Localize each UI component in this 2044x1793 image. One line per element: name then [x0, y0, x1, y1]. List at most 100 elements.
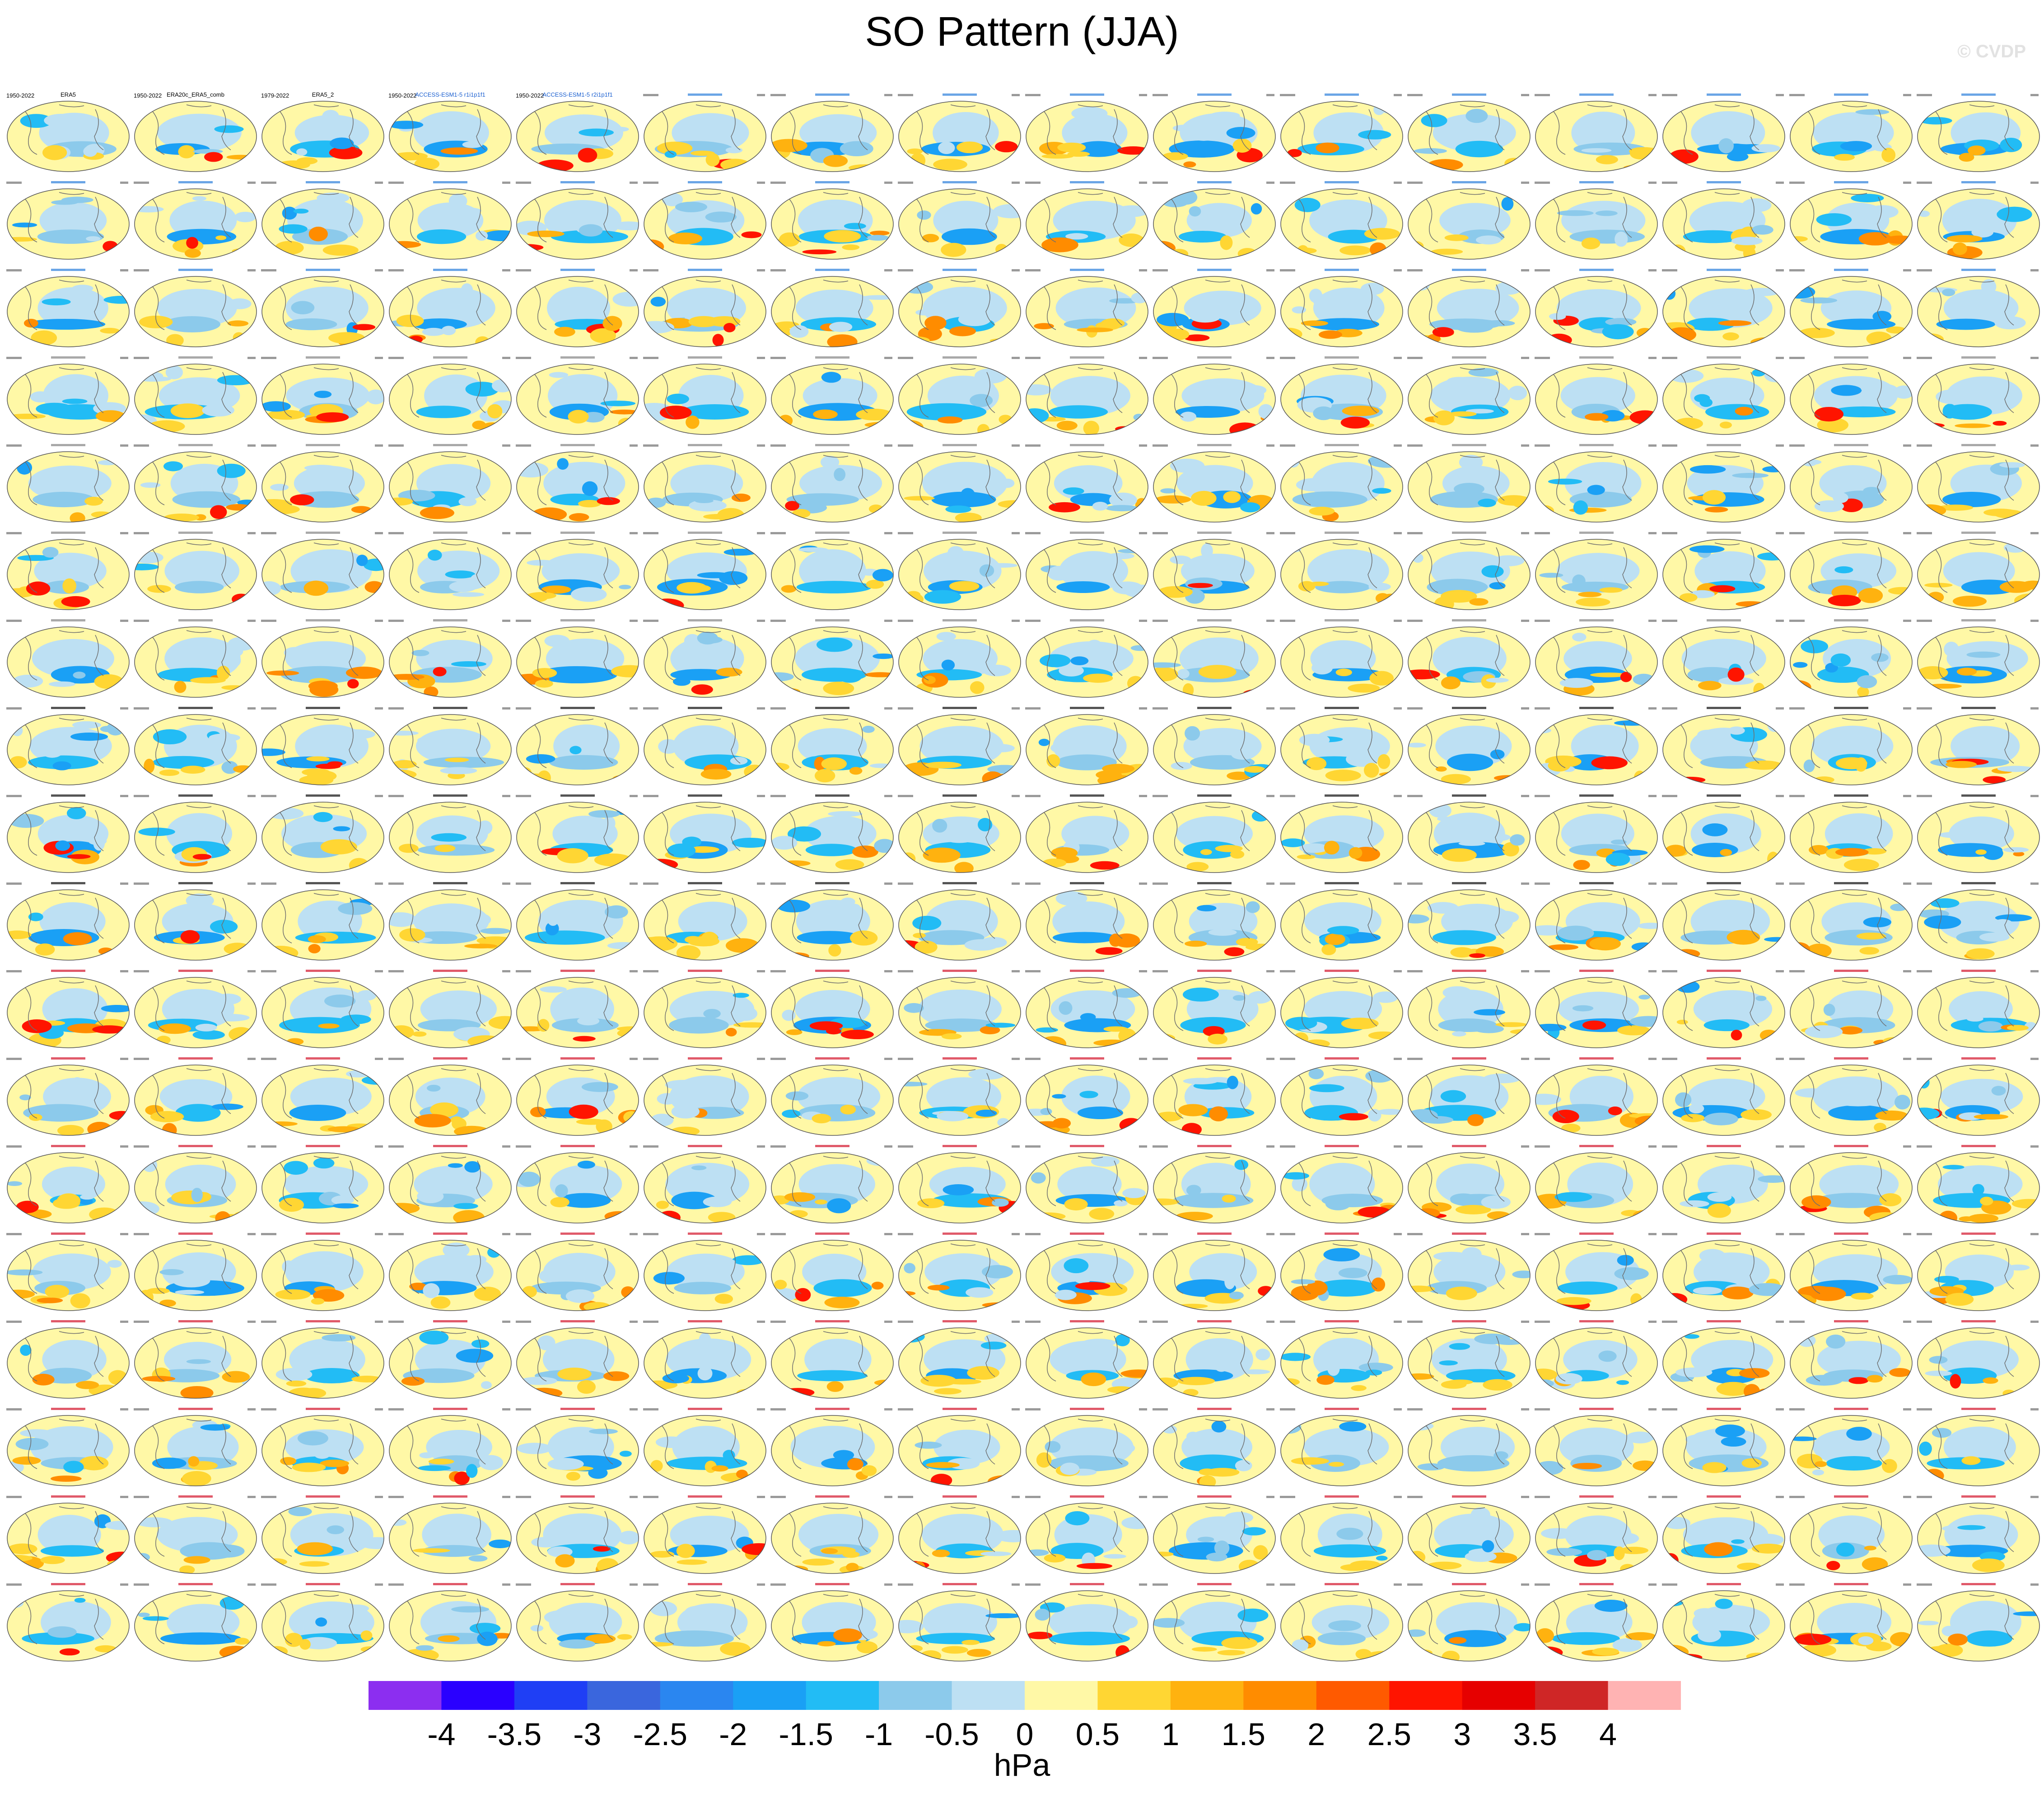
panel-years-mark — [1789, 94, 1805, 96]
map-panel — [1917, 1408, 2040, 1486]
map-panel — [1153, 356, 1276, 435]
panel-years-mark — [6, 1058, 22, 1060]
panel-years-mark — [1153, 1321, 1168, 1323]
panel-stat-mark — [1521, 532, 1529, 534]
panel-years-mark — [1917, 882, 1932, 885]
map-panel — [770, 269, 894, 347]
panel-stat-mark — [375, 1321, 383, 1323]
panel-title-mark — [1834, 1495, 1868, 1498]
map-panel — [643, 1408, 766, 1486]
panel-years-mark — [134, 269, 149, 271]
panel-stat-mark — [502, 1583, 510, 1586]
panel-stat-mark — [1776, 1058, 1784, 1060]
map-panel — [134, 1233, 257, 1311]
panel-stat-mark — [1776, 182, 1784, 184]
panel-stat-mark — [2030, 444, 2039, 447]
panel-title-mark — [1961, 1583, 1996, 1585]
panel-stat-mark — [884, 1408, 892, 1410]
map-panel — [388, 1057, 512, 1136]
panel-stat-mark — [1903, 1496, 1911, 1498]
panel-stat-mark — [247, 1408, 256, 1410]
panel-stat-mark — [375, 882, 383, 885]
panel-title-mark — [815, 1233, 849, 1235]
panel-years-mark — [1535, 269, 1550, 271]
panel-years-mark — [388, 1058, 404, 1060]
panel-stat-mark — [757, 970, 765, 972]
panel-years-mark — [1407, 1233, 1423, 1235]
panel-title-mark — [560, 1057, 595, 1060]
panel-stat-mark — [884, 1058, 892, 1060]
panel-stat-mark — [1776, 707, 1784, 710]
panel-stat-mark — [1521, 1583, 1529, 1586]
panel-years-mark — [1280, 1145, 1295, 1148]
map-panel — [898, 882, 1021, 961]
map-panel — [388, 707, 512, 785]
colorbar-bin — [1462, 1681, 1535, 1710]
map-panel — [1407, 970, 1531, 1048]
map-panel — [1662, 1495, 1785, 1574]
panel-stat-mark — [757, 182, 765, 184]
map-panel — [898, 794, 1021, 873]
panel-stat-mark — [1394, 795, 1402, 797]
panel-stat-mark — [247, 620, 256, 622]
panel-stat-mark — [1012, 882, 1020, 885]
panel-years-mark — [6, 269, 22, 271]
map-panel — [1789, 181, 1913, 260]
panel-years-mark — [1153, 1408, 1168, 1410]
panel-years-mark — [1662, 1408, 1677, 1410]
map-panel — [1025, 356, 1148, 435]
colorbar-tick-label: -4 — [427, 1717, 456, 1752]
panel-stat-mark — [1648, 970, 1657, 972]
panel-title-mark — [560, 882, 595, 884]
map-panel — [1280, 269, 1403, 347]
panel-title-mark — [1070, 794, 1104, 797]
panel-title-mark — [1961, 970, 1996, 972]
panel-stat-mark — [1776, 269, 1784, 271]
map-panel — [1407, 794, 1531, 873]
panel-stat-mark — [502, 882, 510, 885]
map-panel — [1025, 1320, 1148, 1399]
panel-years-mark — [1407, 882, 1423, 885]
panel-stat-mark — [1648, 1408, 1657, 1410]
map-panel — [1153, 1408, 1276, 1486]
panel-title-mark — [1070, 1145, 1104, 1147]
map-panel — [1662, 269, 1785, 347]
panel-stat-mark — [502, 707, 510, 710]
panel-title-mark — [1070, 882, 1104, 884]
map-panel — [1789, 1145, 1913, 1223]
panel-stat-mark — [2030, 707, 2039, 710]
panel-title-mark — [1961, 707, 1996, 709]
panel-title-mark — [943, 532, 977, 534]
panel-stat-mark — [884, 970, 892, 972]
panel-years-mark — [1280, 532, 1295, 534]
panel-stat-mark — [1139, 795, 1147, 797]
panel-title: ERA20c_ERA5_comb — [167, 91, 224, 98]
map-panel — [643, 970, 766, 1048]
panel-years-mark — [898, 1321, 913, 1323]
map-panel — [516, 356, 639, 435]
panel-title-mark — [1452, 970, 1486, 972]
panel-title-mark — [306, 707, 340, 709]
panel-title-mark — [306, 356, 340, 359]
panel-years-mark — [1662, 357, 1677, 359]
panel-stat-mark — [1648, 707, 1657, 710]
panel-stat-mark — [1903, 620, 1911, 622]
panel-title: ERA5_2 — [312, 91, 334, 98]
map-panel — [1535, 93, 1658, 172]
panel-years-mark — [1025, 707, 1041, 710]
panel-stat-mark — [1776, 532, 1784, 534]
colorbar-bin — [1316, 1681, 1390, 1710]
panel-years-mark — [1025, 94, 1041, 96]
panel-stat-mark — [247, 1321, 256, 1323]
panel-stat-mark — [1521, 269, 1529, 271]
panel-title-mark — [433, 1233, 467, 1235]
map-panel — [261, 1408, 384, 1486]
panel-stat-mark — [375, 1496, 383, 1498]
panel-stat-mark — [1139, 1145, 1147, 1148]
panel-stat-mark — [630, 970, 638, 972]
panel-title-mark — [943, 1320, 977, 1322]
map-panel — [770, 1408, 894, 1486]
panel-stat-mark — [1648, 1145, 1657, 1148]
panel-years-mark — [6, 1145, 22, 1148]
panel-stat-mark — [884, 1233, 892, 1235]
